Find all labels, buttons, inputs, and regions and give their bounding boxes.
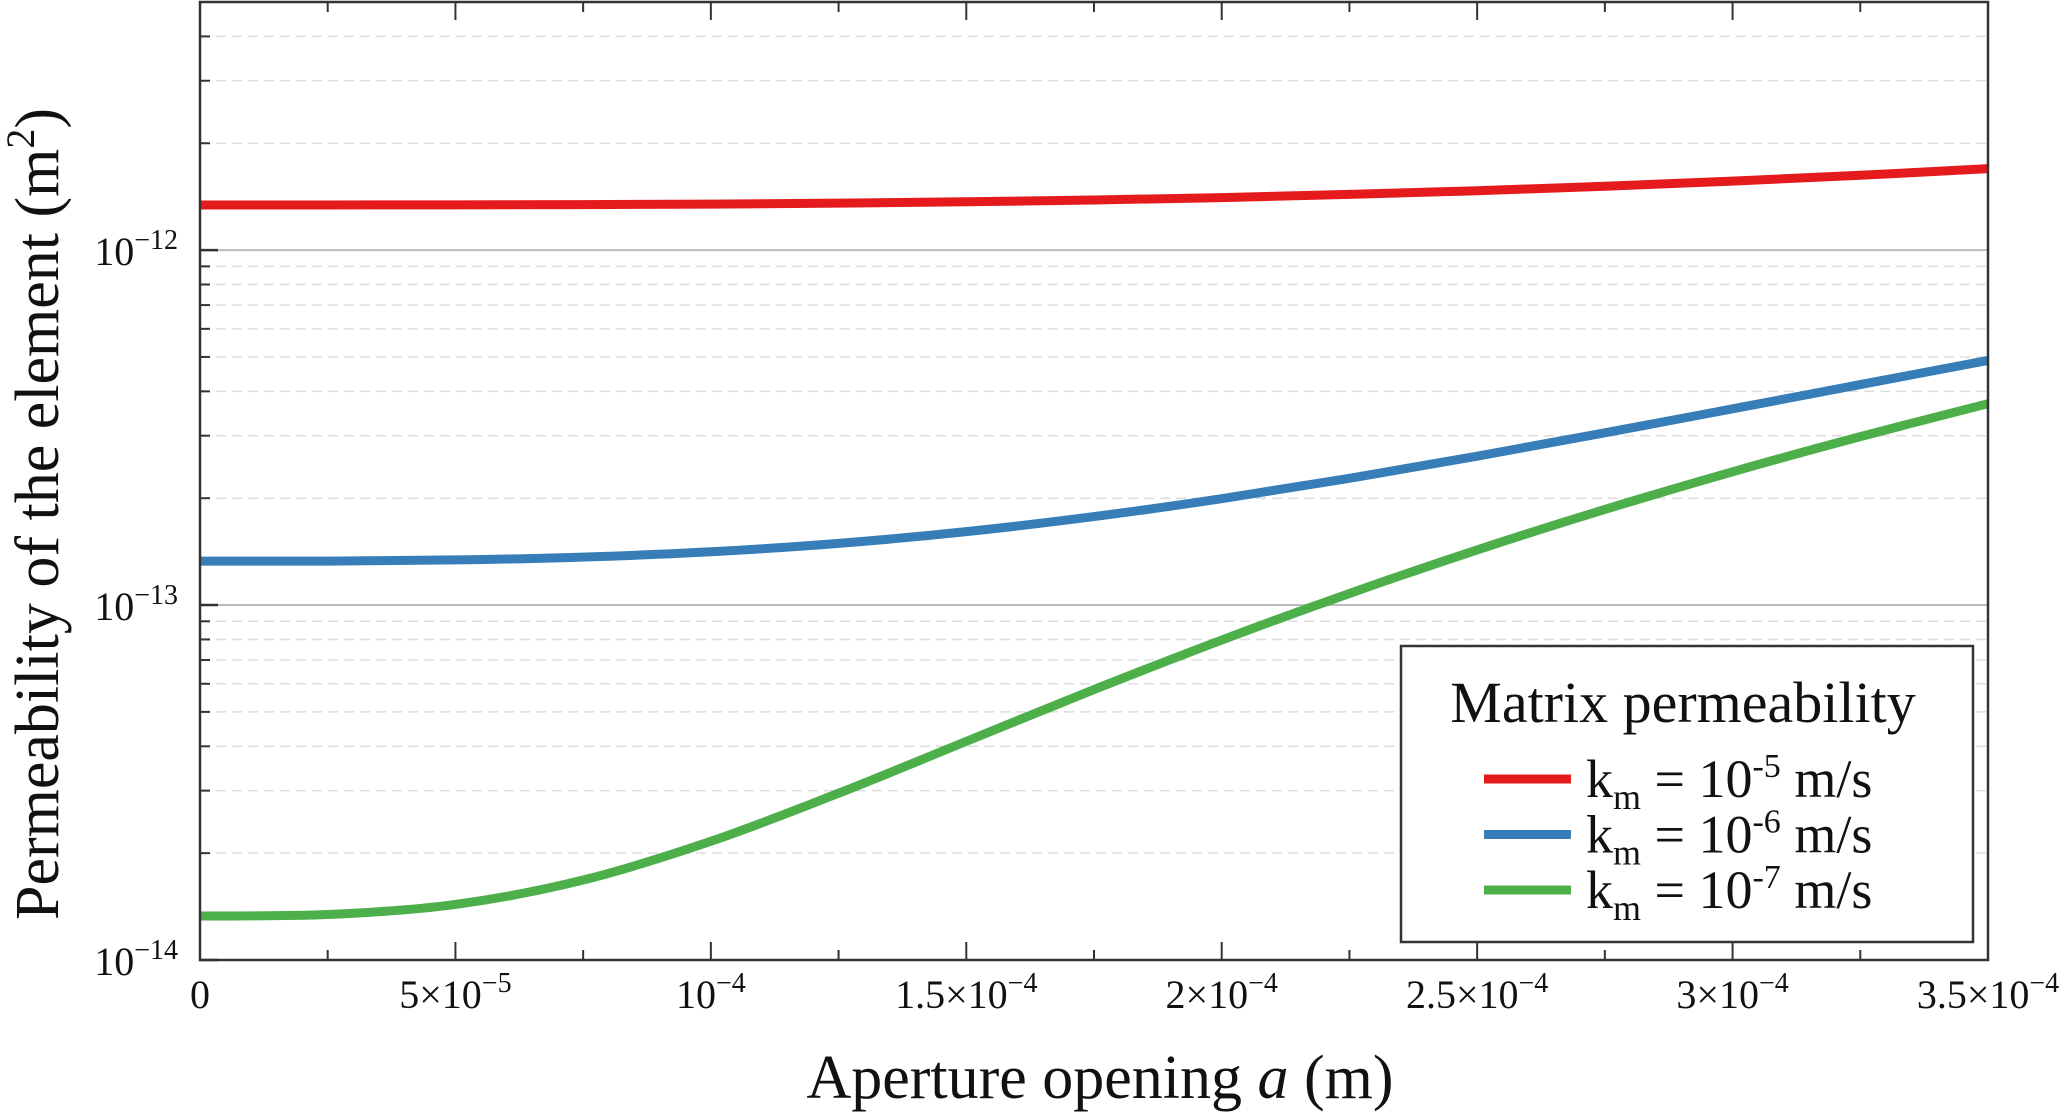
x-tick-mantissa: 10 <box>676 972 716 1017</box>
y-tick-label: 10−12 <box>94 225 178 274</box>
legend-label-3: km = 10-7 m/s <box>1586 859 1872 928</box>
y-tick-mantissa: 10 <box>94 229 134 274</box>
legend-label-part: m <box>1613 888 1641 928</box>
series-line-3 <box>199 399 1990 921</box>
legend-label-part: m <box>1613 833 1641 873</box>
legend-label-part: m/s <box>1781 749 1873 809</box>
x-tick-exponent: −4 <box>2029 968 2059 999</box>
legend-label-part: -5 <box>1752 748 1780 785</box>
legend-label-part: = 10 <box>1641 805 1752 865</box>
x-tick-label: 0 <box>190 972 210 1017</box>
y-axis-label-close: ) <box>4 108 72 129</box>
legend-label-part: = 10 <box>1641 749 1752 809</box>
series-line-1 <box>199 164 1989 210</box>
y-axis-label: Permeability of the element (m2) <box>0 108 72 920</box>
legend-label-part: m <box>1613 777 1641 817</box>
legend-label-part: k <box>1586 805 1613 865</box>
x-tick-labels: 0 5×10−5 10−4 1.5×10−4 2×10−4 2.5×10−4 3×10−4 3… <box>190 968 2059 1017</box>
x-tick-mantissa: 2.5×10 <box>1406 972 1519 1017</box>
x-tick-label: 5×10−5 <box>399 968 511 1017</box>
x-axis-label-variable: a <box>1258 1044 1289 1112</box>
x-axis-label: Aperture opening a (m) <box>806 1044 1393 1112</box>
y-tick-label: 10−13 <box>94 580 178 629</box>
x-tick-mantissa: 1.5×10 <box>895 972 1008 1017</box>
legend-label-part: -6 <box>1752 804 1780 841</box>
x-tick-mantissa: 5×10 <box>399 972 482 1017</box>
y-tick-mantissa: 10 <box>94 584 134 629</box>
x-axis-label-suffix: (m) <box>1289 1044 1394 1112</box>
legend-label-part: k <box>1586 860 1613 920</box>
legend-label-part: m/s <box>1781 805 1873 865</box>
y-tick-mantissa: 10 <box>94 939 134 984</box>
x-tick-label: 3×10−4 <box>1676 968 1788 1017</box>
x-tick-exponent: −4 <box>1248 968 1278 999</box>
x-tick-label: 10−4 <box>676 968 746 1017</box>
y-tick-exponent: −14 <box>134 935 178 966</box>
x-tick-exponent: −4 <box>1759 968 1789 999</box>
x-tick-label: 3.5×10−4 <box>1917 968 2059 1017</box>
legend-label-part: -7 <box>1752 859 1780 896</box>
x-tick-exponent: −5 <box>482 968 512 999</box>
x-tick-exponent: −4 <box>1519 968 1549 999</box>
x-tick-mantissa: 3×10 <box>1676 972 1759 1017</box>
x-tick-label: 2.5×10−4 <box>1406 968 1548 1017</box>
series-line-2 <box>199 355 1989 566</box>
legend: Matrix permeability km = 10-5 m/skm = 10… <box>1399 644 1975 944</box>
series-lines <box>199 164 1990 921</box>
x-tick-exponent: −4 <box>1008 968 1038 999</box>
legend-label-part: = 10 <box>1641 860 1752 920</box>
legend-label-1: km = 10-5 m/s <box>1586 748 1872 817</box>
legend-label-part: k <box>1586 749 1613 809</box>
x-axis-label-prefix: Aperture opening <box>806 1044 1257 1112</box>
y-tick-exponent: −12 <box>134 225 178 256</box>
y-axis-label-sup: 2 <box>0 129 43 149</box>
axis-ticks <box>199 1 1989 962</box>
legend-title: Matrix permeability <box>1450 670 1915 735</box>
x-tick-label: 2×10−4 <box>1166 968 1278 1017</box>
x-tick-exponent: −4 <box>716 968 746 999</box>
legend-label-part: m/s <box>1781 860 1873 920</box>
grid <box>200 1 1988 961</box>
x-tick-mantissa: 3.5×10 <box>1917 972 2030 1017</box>
x-tick-mantissa: 2×10 <box>1166 972 1249 1017</box>
legend-label-2: km = 10-6 m/s <box>1586 804 1872 873</box>
y-axis-label-text: Permeability of the element (m <box>4 149 72 920</box>
x-tick-label: 1.5×10−4 <box>895 968 1037 1017</box>
y-tick-exponent: −13 <box>134 580 178 611</box>
y-tick-label: 10−14 <box>94 935 178 984</box>
x-tick-mantissa: 0 <box>190 972 210 1017</box>
